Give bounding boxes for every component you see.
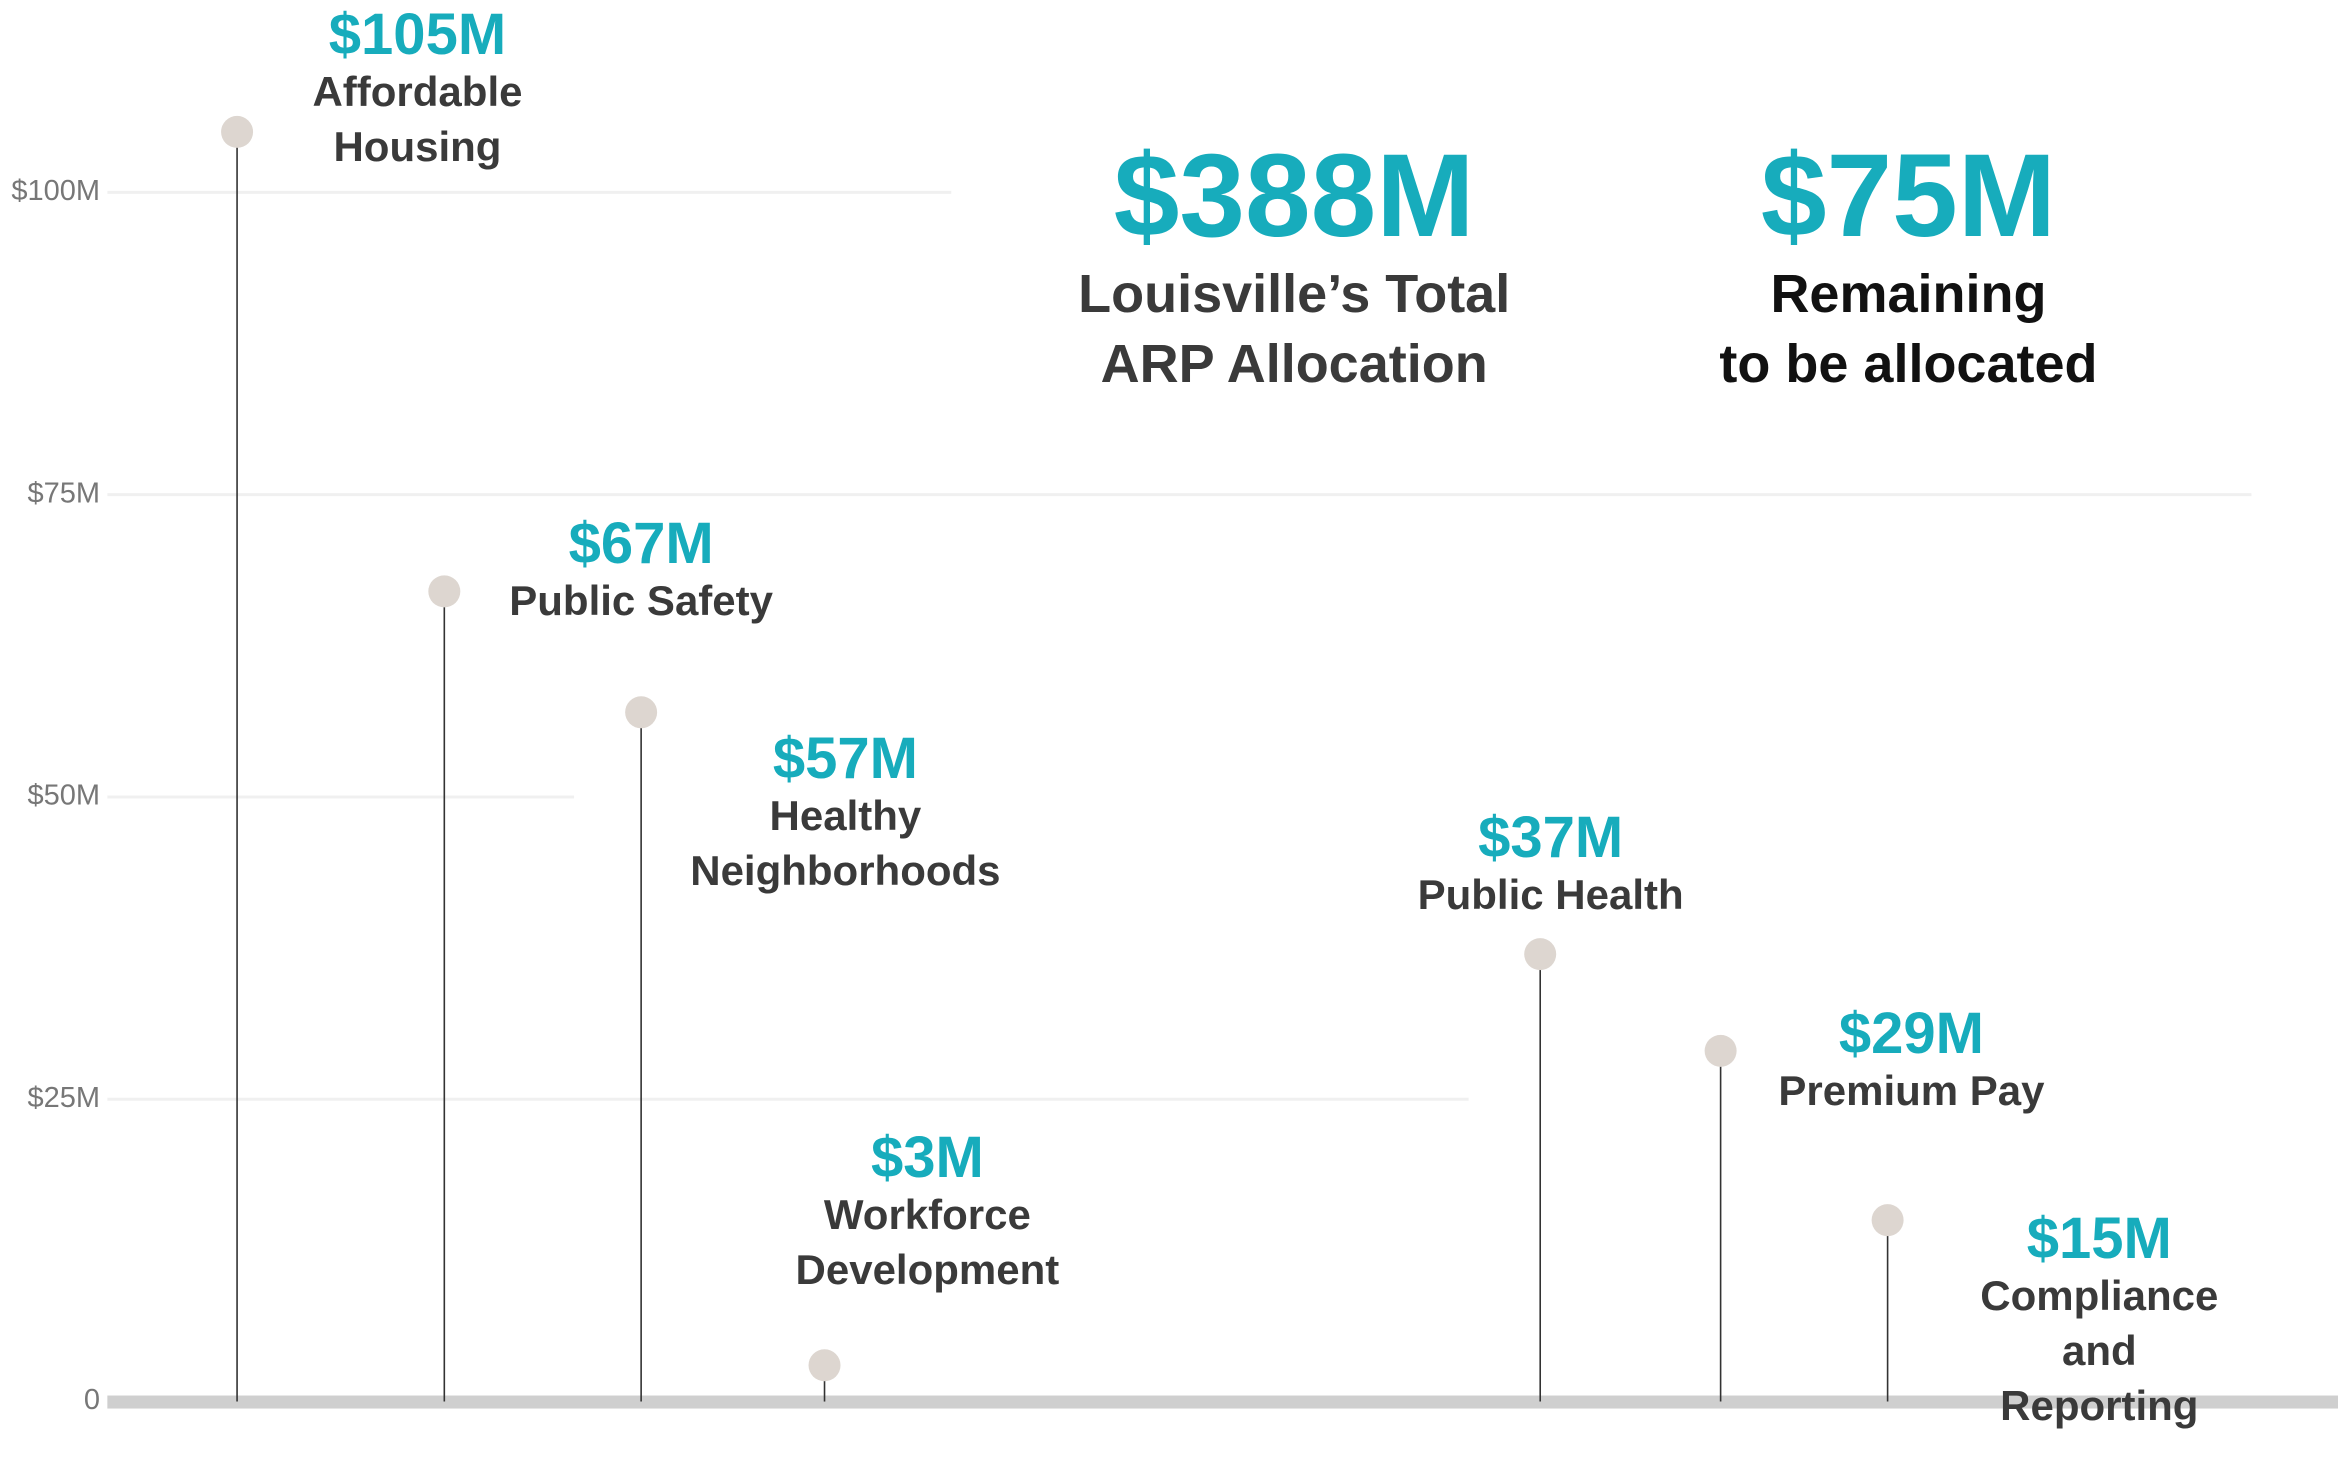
y-tick-label: $50M bbox=[27, 780, 100, 812]
category-label: Workforce Development bbox=[795, 1191, 1060, 1294]
value-label: $57M bbox=[772, 725, 918, 791]
category-label: Public Health bbox=[1417, 870, 1684, 918]
value-label: $29M bbox=[1838, 1001, 1984, 1067]
baseline bbox=[107, 1395, 2338, 1409]
value-label: $3M bbox=[870, 1125, 984, 1191]
category-label: Public Safety bbox=[509, 576, 774, 624]
annotation-value: $75M bbox=[1760, 130, 2057, 263]
dot bbox=[221, 115, 254, 148]
value-label: $37M bbox=[1478, 804, 1624, 870]
annotation-value: $388M bbox=[1113, 130, 1475, 263]
dot bbox=[1704, 1034, 1737, 1067]
dot bbox=[1524, 938, 1557, 971]
annotation-text: Louisville’s Total ARP Allocation bbox=[1078, 264, 1511, 395]
y-tick-label: $75M bbox=[27, 477, 100, 509]
category-label: Premium Pay bbox=[1778, 1067, 2045, 1115]
dot bbox=[808, 1349, 841, 1382]
value-label: $15M bbox=[2026, 1205, 2172, 1271]
y-tick-label: 0 bbox=[84, 1384, 100, 1416]
category-label: Healthy Neighborhoods bbox=[690, 791, 1001, 894]
category-label: Compliance and Reporting bbox=[1980, 1271, 2219, 1429]
y-tick-label: $100M bbox=[11, 175, 100, 207]
y-tick-label: $25M bbox=[27, 1082, 100, 1114]
value-label: $67M bbox=[568, 510, 714, 576]
value-label: $105M bbox=[328, 2, 507, 68]
dot bbox=[1871, 1204, 1904, 1237]
dot bbox=[428, 575, 461, 608]
annotation-text: Remaining to be allocated bbox=[1719, 264, 2098, 395]
dot bbox=[625, 696, 658, 729]
category-label: Affordable Housing bbox=[312, 68, 523, 171]
